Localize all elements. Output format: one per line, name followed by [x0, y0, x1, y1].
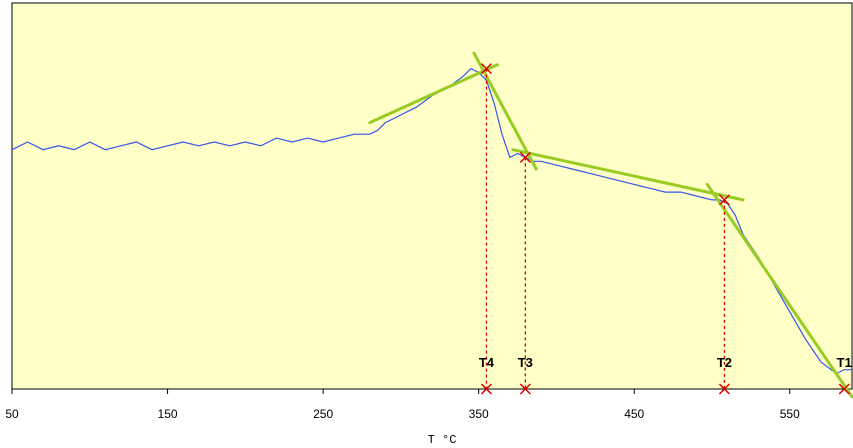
marker-t4-base [480, 383, 492, 395]
plot-area [11, 2, 853, 390]
x-tick-label-350: 350 [469, 407, 489, 421]
marker-t4-label: T4 [479, 355, 495, 370]
marker-t1-label: T1 [837, 355, 852, 370]
marker-t4-base-stroke-b [480, 383, 492, 395]
x-tick-label-50: 50 [5, 407, 19, 421]
marker-t2-base-stroke-b [718, 383, 730, 395]
marker-t2-label: T2 [717, 355, 732, 370]
fit-line-4 [705, 182, 853, 399]
marker-t3-point [519, 151, 531, 163]
marker-t1-base-stroke-b [838, 383, 850, 395]
fit-lines [368, 51, 853, 399]
x-tick-label-150: 150 [158, 407, 178, 421]
series-line-0 [11, 67, 852, 375]
fit-line-3 [511, 148, 745, 202]
fit-line-1 [368, 63, 499, 125]
markers: T4 T3 T2 T1 [479, 63, 852, 395]
marker-t2-base [718, 383, 730, 395]
marker-t1-base [838, 383, 850, 395]
marker-t2-point-stroke-b [718, 194, 730, 206]
marker-t3-base [519, 383, 531, 395]
x-axis: 50 150 250 350 450 550 [5, 389, 800, 421]
marker-t4-point [480, 63, 492, 75]
x-axis-label: T °C [428, 433, 457, 447]
series-layer [11, 67, 852, 375]
x-tick-label-550: 550 [780, 407, 800, 421]
marker-t4-point-stroke-b [480, 63, 492, 75]
x-tick-label-250: 250 [313, 407, 333, 421]
marker-t2-point [718, 194, 730, 206]
marker-t3-point-stroke-b [519, 151, 531, 163]
fit-line-2 [472, 51, 538, 171]
marker-t3-label: T3 [518, 355, 533, 370]
marker-t3-base-stroke-b [519, 383, 531, 395]
x-tick-label-450: 450 [624, 407, 644, 421]
